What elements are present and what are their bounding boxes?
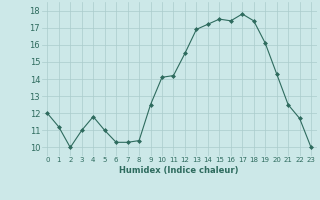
X-axis label: Humidex (Indice chaleur): Humidex (Indice chaleur) (119, 166, 239, 175)
